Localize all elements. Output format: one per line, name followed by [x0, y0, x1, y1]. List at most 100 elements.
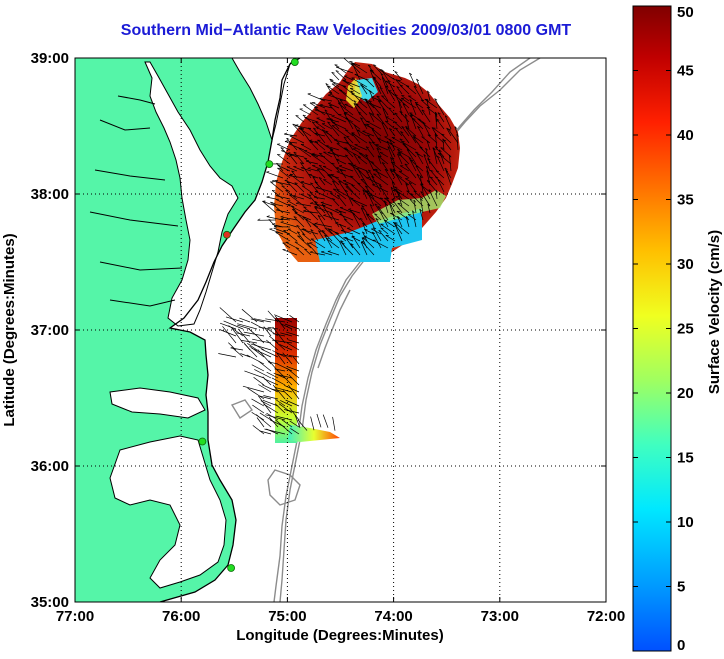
velocity-vector-head [339, 223, 343, 226]
velocity-vector-head [304, 248, 308, 250]
velocity-vector-head [437, 112, 441, 115]
velocity-vector [413, 86, 424, 102]
velocity-vector [405, 178, 417, 186]
velocity-vector-head [364, 98, 368, 102]
velocity-vector [338, 89, 354, 102]
velocity-vector-head [401, 126, 405, 128]
velocity-vector-head [350, 90, 354, 93]
velocity-vector [365, 78, 375, 88]
velocity-vector-head [445, 169, 449, 173]
velocity-vector [393, 121, 403, 130]
velocity-vector [247, 343, 258, 351]
velocity-vector [239, 317, 251, 323]
velocity-vector [438, 149, 445, 165]
velocity-vector-head [356, 167, 360, 170]
velocity-vector-head [448, 128, 452, 131]
velocity-vector-head [380, 197, 384, 200]
velocity-vector [275, 199, 291, 207]
velocity-vector [339, 207, 354, 214]
velocity-vector [289, 173, 305, 186]
velocity-vector [303, 150, 319, 158]
velocity-vector [301, 228, 319, 235]
velocity-vector [289, 135, 305, 144]
velocity-vector [362, 189, 368, 200]
velocity-vector [312, 102, 326, 109]
velocity-vector [306, 160, 319, 165]
velocity-vector-head [291, 170, 295, 173]
velocity-vector-head [341, 242, 345, 245]
velocity-vector [310, 229, 319, 242]
velocity-vector [364, 99, 375, 116]
velocity-vector [309, 141, 319, 151]
velocity-vector-head [268, 219, 272, 221]
velocity-vector [376, 95, 389, 109]
velocity-vector [380, 73, 389, 88]
velocity-vector [307, 167, 319, 172]
velocity-vector [342, 85, 354, 95]
velocity-vector [389, 143, 403, 151]
velocity-vector [286, 366, 300, 372]
velocity-vector-head [366, 123, 370, 125]
velocity-vector-head [391, 198, 395, 201]
velocity-vector-head [361, 240, 365, 243]
velocity-vector [415, 165, 424, 179]
colorbar-tick-label: 25 [677, 321, 694, 338]
velocity-vector-head [441, 133, 445, 136]
velocity-vector-head [427, 90, 430, 94]
velocity-vector [401, 141, 417, 151]
y-tick-label: 39:00 [31, 50, 69, 67]
velocity-vector [289, 407, 300, 421]
velocity-vector-head [374, 213, 378, 215]
velocity-vector [321, 123, 333, 130]
velocity-vector [316, 117, 326, 123]
velocity-vector [314, 201, 326, 214]
velocity-vector-head [426, 140, 430, 143]
velocity-vector [374, 213, 382, 221]
velocity-vector-head [294, 182, 298, 184]
velocity-vector [410, 193, 424, 207]
velocity-vector-head [343, 136, 347, 139]
velocity-vector-head [425, 165, 429, 169]
velocity-vector [319, 104, 333, 109]
velocity-vector [426, 140, 431, 151]
velocity-vector [317, 139, 333, 151]
station-marker [227, 564, 236, 572]
velocity-vector-head [395, 174, 399, 176]
velocity-vector [318, 164, 333, 179]
velocity-vector [300, 143, 312, 151]
velocity-vector-head [427, 134, 431, 136]
velocity-vector-head [334, 231, 338, 234]
velocity-vector-head [335, 70, 339, 72]
velocity-vector [377, 138, 389, 144]
velocity-vector [350, 198, 368, 207]
velocity-vector [327, 102, 340, 109]
velocity-vector-head [409, 99, 413, 102]
velocity-vector-head [311, 152, 315, 155]
velocity-vector [395, 174, 410, 186]
velocity-vector [332, 416, 336, 431]
velocity-vector-head [360, 241, 364, 244]
velocity-vector [274, 403, 286, 414]
velocity-vector-head [368, 194, 372, 196]
velocity-vector [370, 69, 382, 81]
velocity-vector-head [309, 192, 313, 194]
velocity-vector [287, 342, 300, 351]
velocity-vector [359, 217, 368, 228]
velocity-vector-head [456, 133, 459, 137]
velocity-vector-head [365, 213, 369, 216]
velocity-vector-head [350, 175, 354, 178]
velocity-vector [258, 384, 272, 393]
velocity-vector-head [301, 228, 305, 230]
velocity-vector-head [300, 162, 304, 165]
colorbar-tick-label: 45 [677, 63, 694, 80]
velocity-vector [286, 138, 298, 151]
velocity-vector-head [338, 210, 342, 213]
velocity-vector-head [419, 175, 423, 179]
velocity-vector [312, 176, 319, 186]
velocity-vector-head [327, 174, 331, 176]
velocity-vector-head [360, 207, 364, 210]
velocity-vector-head [404, 163, 408, 166]
velocity-vector [416, 78, 424, 95]
velocity-vector [426, 99, 431, 116]
north-field-top-yellow [346, 78, 362, 108]
